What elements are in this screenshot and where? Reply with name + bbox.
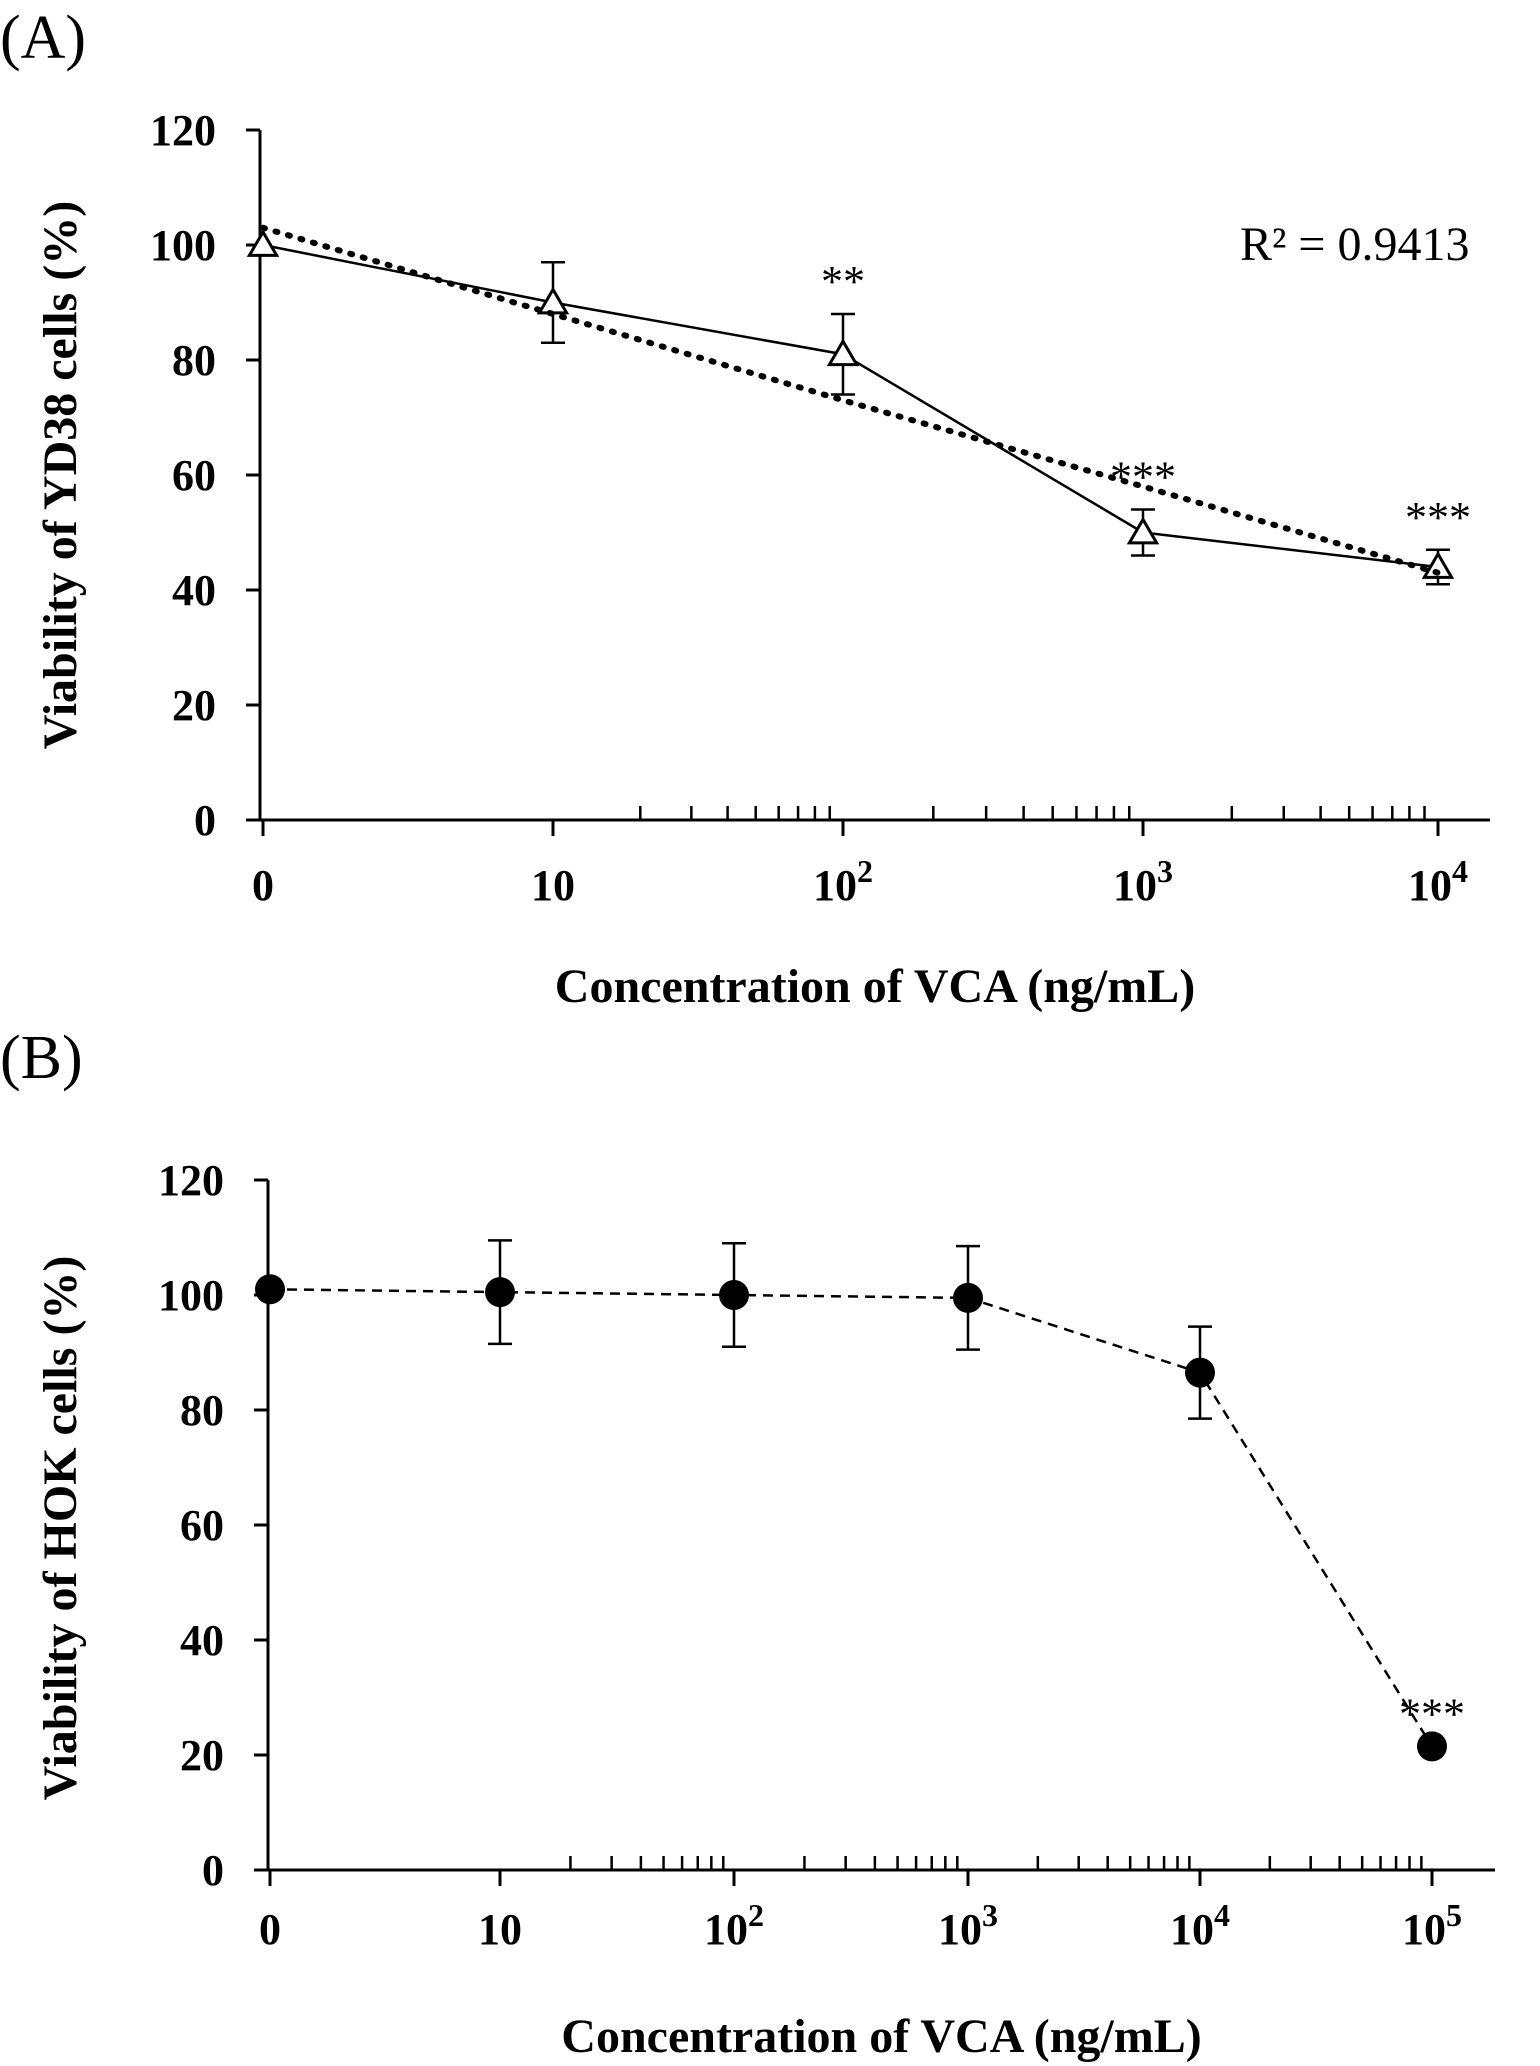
y-tick-label: 80 [172,336,216,385]
x-tick-label: 10 [478,1905,522,1954]
x-tick-exponent: 2 [857,853,873,889]
y-tick-label: 60 [172,451,216,500]
x-axis-title: Concentration of VCA (ng/mL) [555,960,1195,1013]
x-tick-exponent: 5 [1446,1897,1462,1933]
x-tick-base: 10 [938,1905,982,1954]
x-tick-exponent: 2 [748,1897,764,1933]
x-tick-label: 104 [1170,1897,1230,1954]
x-tick-exponent: 4 [1214,1897,1230,1933]
y-tick-label: 60 [180,1501,224,1550]
x-tick-base: 10 [1402,1905,1446,1954]
x-tick-label: 102 [813,853,873,910]
data-point [255,1274,285,1305]
x-tick-label: 0 [252,861,274,910]
y-axis-title: Viability of YD38 cells (%) [34,201,87,749]
y-tick-label: 20 [180,1731,224,1780]
data-point [1421,551,1455,579]
x-tick-label: 0 [259,1905,281,1954]
x-tick-base: 10 [704,1905,748,1954]
data-point [826,338,860,367]
significance-label: *** [1405,493,1471,542]
x-tick-base: 10 [1408,861,1452,910]
y-tick-label: 120 [150,106,216,155]
x-tick-base: 10 [1113,861,1157,910]
x-tick-label: 104 [1408,853,1468,910]
x-tick-base: 10 [478,1905,522,1954]
x-tick-base: 10 [531,861,575,910]
y-tick-label: 20 [172,681,216,730]
y-tick-label: 100 [158,1271,224,1320]
significance-label: ** [821,257,865,306]
data-point [719,1280,749,1310]
data-point [246,229,280,257]
x-tick-label: 103 [1113,853,1173,910]
r-squared-annotation: R² = 0.9413 [1240,218,1469,271]
data-point [1417,1731,1447,1762]
x-axis-title: Concentration of VCA (ng/mL) [561,2010,1201,2063]
x-tick-label: 102 [704,1897,764,1954]
x-tick-base: 10 [1170,1905,1214,1954]
y-tick-label: 100 [150,221,216,270]
significance-label: *** [1399,1689,1465,1738]
y-tick-label: 0 [194,796,216,845]
y-tick-label: 40 [180,1616,224,1665]
x-tick-exponent: 3 [1157,853,1173,889]
panel-label: (A) [0,4,86,72]
x-tick-exponent: 3 [982,1897,998,1933]
data-point [953,1282,983,1313]
data-point [485,1277,515,1308]
x-tick-label: 105 [1402,1897,1462,1954]
y-tick-label: 40 [172,566,216,615]
x-tick-base: 10 [813,861,857,910]
data-point [1185,1357,1215,1388]
x-tick-label: 10 [531,861,575,910]
x-tick-label: 103 [938,1897,998,1954]
y-tick-label: 80 [180,1386,224,1435]
x-tick-base: 0 [252,861,274,910]
y-tick-label: 0 [202,1846,224,1895]
x-tick-base: 0 [259,1905,281,1954]
x-tick-exponent: 4 [1452,853,1468,889]
series-line-hok [269,1288,1434,1748]
y-tick-label: 120 [158,1156,224,1205]
significance-label: *** [1110,453,1176,502]
data-point [1126,516,1160,545]
y-axis-title: Viability of HOK cells (%) [34,1256,87,1801]
panel-label: (B) [0,1024,83,1092]
